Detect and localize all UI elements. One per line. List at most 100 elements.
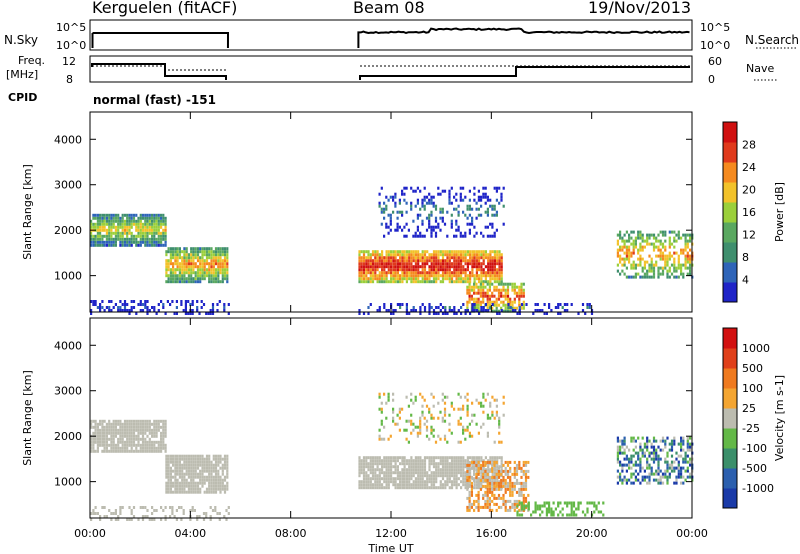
nave-trace-a [92, 65, 226, 71]
velocity-cell [500, 496, 503, 500]
velocity-cell [455, 471, 458, 475]
velocity-cell [119, 419, 122, 423]
velocity-cell [432, 459, 436, 463]
power-cell [484, 294, 487, 298]
power-cell [666, 257, 669, 261]
power-cell [515, 306, 519, 310]
power-cell [421, 256, 424, 260]
velocity-cell [399, 480, 402, 484]
velocity-cell [466, 404, 469, 408]
power-cell [360, 271, 363, 275]
velocity-cell [383, 456, 386, 460]
power-cell [630, 242, 633, 246]
velocity-cell [489, 459, 492, 463]
velocity-cell [488, 502, 491, 506]
velocity-cell [172, 454, 175, 458]
power-cell [210, 268, 213, 272]
velocity-cell [221, 478, 224, 482]
power-cell [381, 271, 384, 275]
velocity-cell [167, 487, 170, 491]
power-cell [625, 266, 628, 270]
power-cell [378, 280, 381, 284]
velocity-cell [459, 440, 462, 444]
power-cell [141, 225, 145, 229]
power-cell [652, 263, 656, 267]
velocity-cell [390, 462, 393, 466]
power-cell [464, 253, 467, 257]
power-cell [221, 280, 224, 284]
velocity-cell [178, 475, 181, 479]
power-cell [484, 253, 487, 257]
power-cell [175, 306, 178, 309]
velocity-cell [637, 463, 640, 467]
velocity-cell [686, 442, 689, 446]
velocity-cell [105, 425, 108, 429]
velocity-cell [455, 477, 458, 481]
velocity-cell [619, 463, 622, 467]
power-cell [491, 291, 494, 295]
velocity-cell [367, 480, 370, 484]
power-cell [450, 250, 454, 254]
power-cell [212, 277, 215, 281]
power-cell [410, 186, 413, 190]
power-cell [162, 234, 165, 238]
power-cell [157, 303, 160, 306]
velocity-cell [369, 462, 372, 466]
power-cell [371, 265, 375, 269]
power-cell [502, 186, 505, 190]
velocity-cell [479, 487, 482, 491]
velocity-cell [497, 466, 501, 470]
velocity-cell [518, 499, 521, 503]
velocity-cell [187, 487, 190, 491]
power-cell [205, 312, 208, 315]
power-cell [196, 300, 199, 303]
power-cell [112, 222, 115, 226]
power-cell [414, 204, 417, 208]
power-cell [99, 222, 102, 226]
velocity-cell [475, 463, 478, 467]
power-cell [371, 268, 375, 272]
power-cell [108, 231, 111, 235]
power-cell [358, 250, 361, 254]
power-cell [513, 297, 516, 301]
velocity-cell [405, 428, 408, 432]
power-cell [491, 213, 494, 217]
velocity-cell [130, 437, 133, 441]
velocity-cell [117, 449, 120, 453]
velocity-cell [677, 469, 680, 473]
velocity-cell [165, 460, 168, 464]
velocity-cell [664, 475, 667, 479]
power-cell [588, 306, 591, 309]
power-cell [482, 259, 485, 263]
power-cell [203, 259, 206, 263]
velocity-cell [114, 446, 117, 450]
power-cell [201, 277, 204, 281]
velocity-cell [414, 480, 417, 484]
velocity-cell [174, 472, 177, 476]
velocity-cell [593, 501, 596, 505]
velocity-cell [367, 477, 370, 481]
velocity-cell [423, 416, 426, 420]
velocity-cell [96, 443, 99, 447]
velocity-cell [144, 443, 147, 447]
velocity-cell [214, 478, 218, 482]
power-cell [473, 280, 476, 284]
power-cell [141, 309, 145, 312]
velocity-cell [105, 434, 108, 438]
velocity-cell [139, 443, 142, 447]
power-cell [210, 271, 213, 275]
velocity-cell [196, 472, 200, 476]
velocity-cell [518, 463, 521, 467]
velocity-cell [430, 431, 433, 435]
velocity-cell [419, 477, 422, 481]
power-cell [684, 266, 687, 270]
power-cell [495, 213, 498, 217]
power-cell [137, 231, 140, 235]
velocity-cell [621, 439, 624, 443]
velocity-cell [405, 477, 408, 481]
velocity-cell [155, 425, 158, 429]
power-cell [184, 309, 187, 312]
power-cell [405, 312, 408, 315]
velocity-cell [182, 509, 185, 512]
time-x-axis: 00:00 04:00 08:00 12:00 16:00 20:00 00:00 [74, 112, 708, 540]
